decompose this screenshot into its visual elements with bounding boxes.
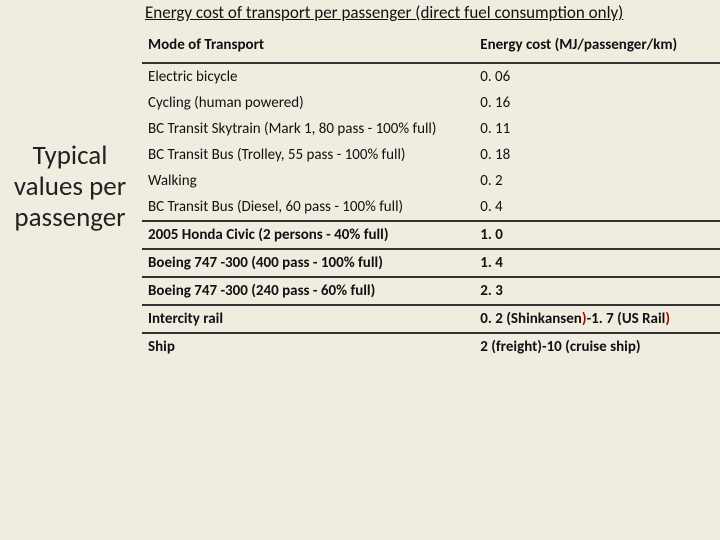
cell-mode: Intercity rail	[142, 305, 474, 333]
slide-title: Energy cost of transport per passenger (…	[145, 2, 623, 23]
cell-mode: BC Transit Bus (Diesel, 60 pass - 100% f…	[142, 194, 474, 221]
cell-mode: Walking	[142, 168, 474, 194]
header-cost: Energy cost (MJ/passenger/km)	[474, 30, 720, 63]
table-row: Boeing 747 -300 (400 pass - 100% full)1.…	[142, 249, 720, 277]
table-row: BC Transit Bus (Diesel, 60 pass - 100% f…	[142, 194, 720, 221]
cell-cost: 1. 4	[474, 249, 720, 277]
cell-mode: Electric bicycle	[142, 63, 474, 90]
cell-cost: 0. 2 (Shinkansen)-1. 7 (US Rail)	[474, 305, 720, 333]
cell-cost: 0. 06	[474, 63, 720, 90]
table-row: 2005 Honda Civic (2 persons - 40% full)1…	[142, 221, 720, 249]
cell-cost: 1. 0	[474, 221, 720, 249]
table-row: BC Transit Skytrain (Mark 1, 80 pass - 1…	[142, 116, 720, 142]
table-row: Electric bicycle0. 06	[142, 63, 720, 90]
cell-mode: BC Transit Bus (Trolley, 55 pass - 100% …	[142, 142, 474, 168]
header-mode: Mode of Transport	[142, 30, 474, 63]
cell-cost: 0. 18	[474, 142, 720, 168]
cell-mode: 2005 Honda Civic (2 persons - 40% full)	[142, 221, 474, 249]
table-row: Boeing 747 -300 (240 pass - 60% full)2. …	[142, 277, 720, 305]
cell-mode: BC Transit Skytrain (Mark 1, 80 pass - 1…	[142, 116, 474, 142]
cell-mode: Boeing 747 -300 (240 pass - 60% full)	[142, 277, 474, 305]
cell-mode: Boeing 747 -300 (400 pass - 100% full)	[142, 249, 474, 277]
cell-mode: Ship	[142, 333, 474, 360]
table-row: Cycling (human powered)0. 16	[142, 90, 720, 116]
energy-cost-table: Mode of Transport Energy cost (MJ/passen…	[142, 30, 720, 360]
cell-cost: 0. 2	[474, 168, 720, 194]
cell-cost: 0. 4	[474, 194, 720, 221]
side-label: Typical values per passenger	[0, 140, 140, 233]
cell-cost: 0. 16	[474, 90, 720, 116]
table-row: Ship2 (freight)-10 (cruise ship)	[142, 333, 720, 360]
table-header-row: Mode of Transport Energy cost (MJ/passen…	[142, 30, 720, 63]
cell-cost: 2 (freight)-10 (cruise ship)	[474, 333, 720, 360]
table-row: Intercity rail0. 2 (Shinkansen)-1. 7 (US…	[142, 305, 720, 333]
table-row: BC Transit Bus (Trolley, 55 pass - 100% …	[142, 142, 720, 168]
cell-cost: 0. 11	[474, 116, 720, 142]
cell-cost: 2. 3	[474, 277, 720, 305]
cell-mode: Cycling (human powered)	[142, 90, 474, 116]
table-row: Walking0. 2	[142, 168, 720, 194]
